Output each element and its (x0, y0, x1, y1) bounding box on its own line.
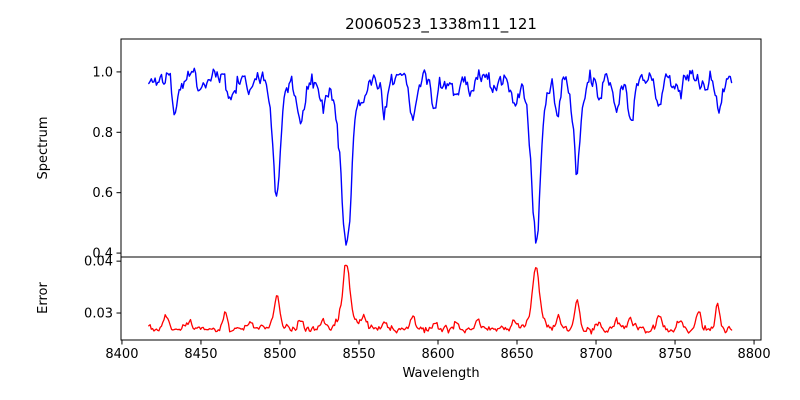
spectrum-line (148, 67, 733, 246)
error-y-tick-label: 0.03 (84, 307, 113, 322)
axis-ticks: 0.4 0.6 0.8 1.0 0.03 0.04 8400 8450 8500 8550 8600… (84, 65, 771, 362)
spectrum-y-axis-label: Spectrum (36, 117, 51, 180)
x-tick-label: 8600 (421, 347, 454, 362)
error-line (148, 264, 733, 335)
x-tick-label: 8450 (184, 347, 217, 362)
x-tick-label: 8750 (658, 347, 691, 362)
error-y-axis-label: Error (36, 282, 51, 314)
spectrum-panel-frame (120, 38, 762, 258)
x-tick-label: 8400 (105, 347, 138, 362)
x-tick-label: 8700 (579, 347, 612, 362)
spectrum-y-tick-label: 0.4 (92, 247, 113, 262)
spectrum-y-tick-label: 1.0 (92, 65, 113, 80)
spectrum-y-tick-label: 0.8 (92, 126, 113, 141)
x-tick-label: 8800 (738, 347, 771, 362)
x-axis-label: Wavelength (402, 366, 479, 381)
x-tick-label: 8650 (500, 347, 533, 362)
spectrum-y-tick-label: 0.6 (92, 186, 113, 201)
error-y-tick-label: 0.04 (84, 255, 113, 270)
x-tick-label: 8550 (342, 347, 375, 362)
x-tick-label: 8500 (263, 347, 296, 362)
error-panel-frame (120, 256, 762, 341)
figure-title: 20060523_1338m11_121 (345, 15, 537, 34)
